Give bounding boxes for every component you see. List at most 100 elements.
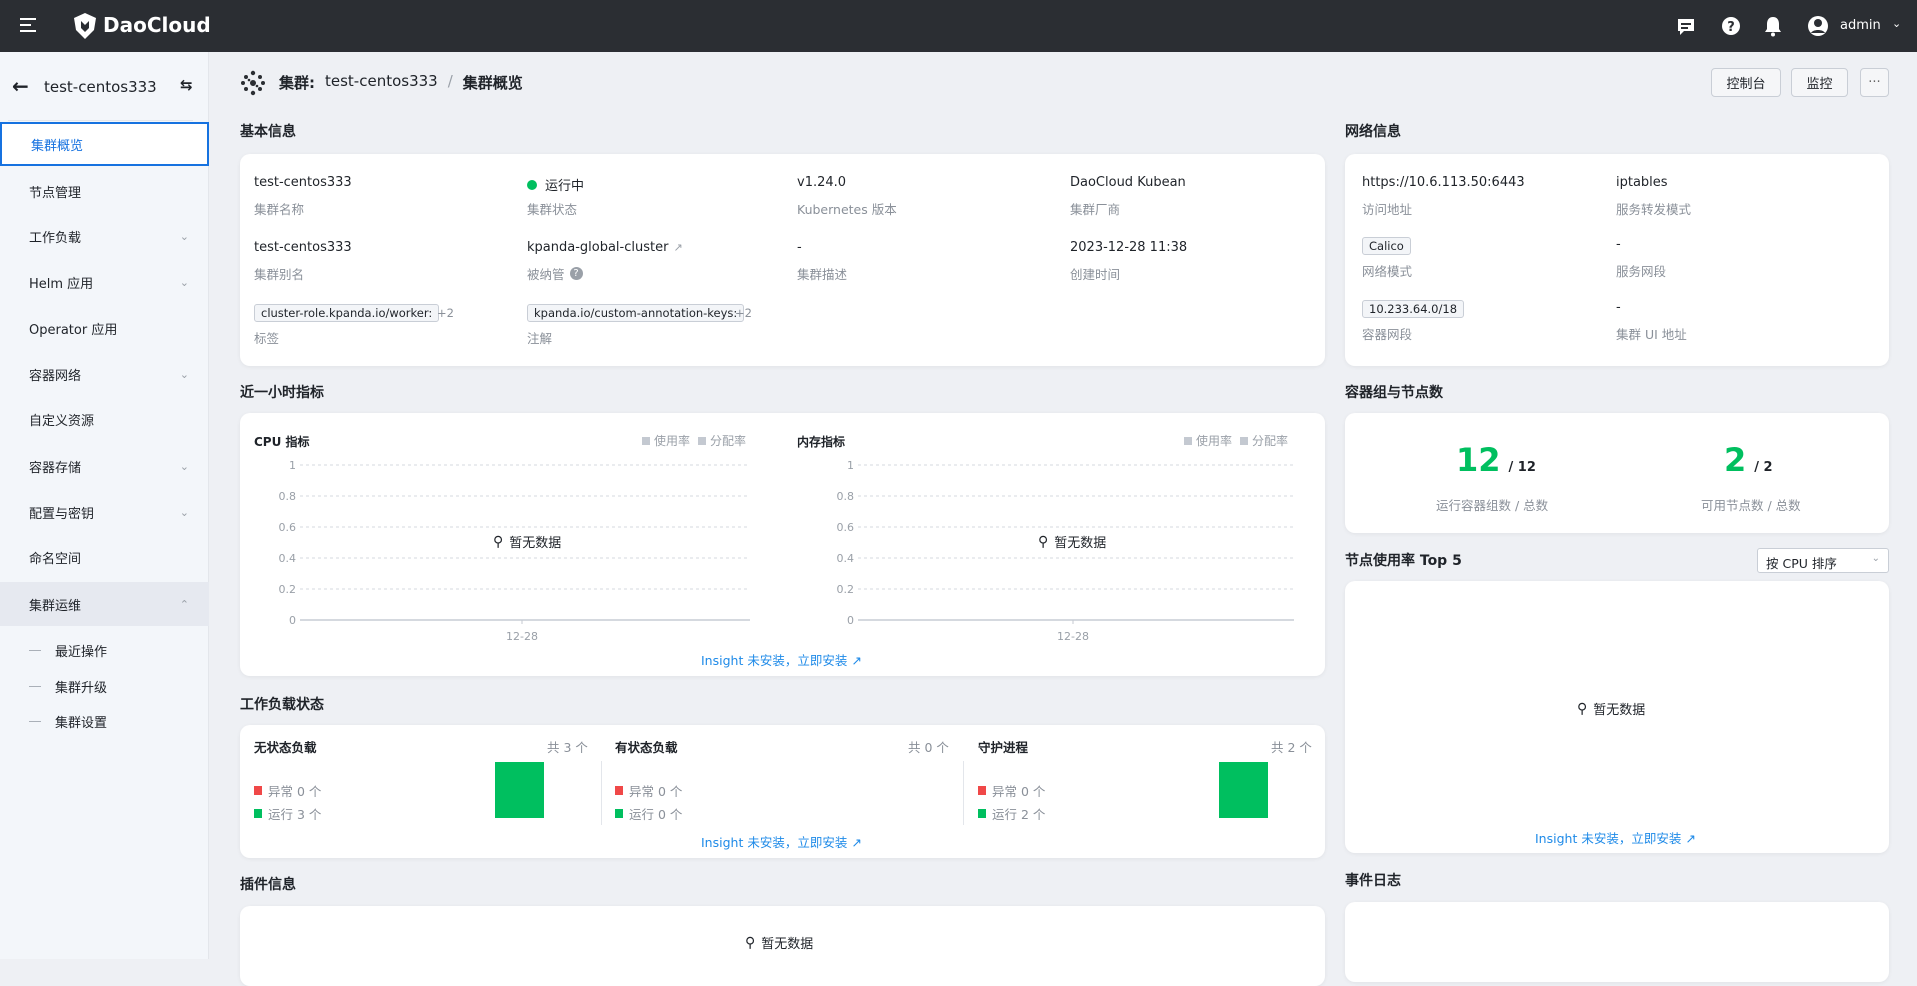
search-icon: ⚲	[1038, 533, 1049, 550]
workload-total: 共 2 个	[1271, 740, 1312, 755]
sidebar-item-namespaces[interactable]: 命名空间	[0, 535, 209, 579]
k8s-version-label: Kubernetes 版本	[797, 202, 897, 217]
access-address-label: 访问地址	[1362, 202, 1413, 217]
breadcrumb-cluster-link[interactable]: test-centos333	[325, 72, 438, 90]
sidebar-item-operator[interactable]: Operator 应用	[0, 306, 209, 350]
legend-allocation[interactable]: 分配率	[1240, 432, 1288, 449]
chevron-down-icon[interactable]: ⌄	[1892, 17, 1902, 30]
search-icon: ⚲	[745, 934, 756, 951]
workload-type-title: 有状态负载	[615, 740, 678, 755]
labels-more[interactable]: +2	[437, 306, 454, 320]
cluster-ui-label: 集群 UI 地址	[1616, 327, 1687, 342]
proxy-mode-label: 服务转发模式	[1616, 202, 1692, 217]
legend-usage[interactable]: 使用率	[1184, 432, 1232, 449]
section-title: 节点使用率 Top 5	[1345, 553, 1462, 569]
workload-error-count: 异常 0 个	[615, 781, 682, 800]
label-tag: cluster-role.kpanda.io/worker:	[254, 304, 440, 322]
section-title: 容器组与节点数	[1345, 385, 1443, 401]
managed-by-label: 被纳管	[527, 267, 565, 282]
sidebar-item-label: 自定义资源	[29, 413, 95, 429]
annotations-label: 注解	[527, 331, 553, 346]
workload-error-count: 异常 0 个	[254, 781, 321, 800]
workload-running-bar	[1219, 762, 1268, 818]
workload-running-count: 运行 2 个	[978, 804, 1045, 823]
user-name[interactable]: admin	[1840, 18, 1881, 33]
sidebar-subitem-recent-ops[interactable]: 最近操作	[29, 641, 107, 660]
plugins-empty-state: ⚲ 暂无数据	[745, 934, 814, 953]
more-button[interactable]: ···	[1860, 68, 1889, 97]
divider	[8, 120, 193, 121]
back-arrow-icon[interactable]: ←	[12, 74, 29, 98]
y-tick-label: 0	[847, 614, 854, 627]
chevron-down-icon: ⌄	[179, 229, 189, 243]
alias-label: 集群别名	[254, 267, 305, 282]
console-button[interactable]: 控制台	[1711, 68, 1781, 97]
sidebar-item-crd[interactable]: 自定义资源	[0, 397, 209, 441]
network-mode-label: 网络模式	[1362, 264, 1413, 279]
y-tick-label: 0	[289, 614, 296, 627]
legend-usage[interactable]: 使用率	[642, 432, 690, 449]
y-tick-label: 0.4	[837, 552, 855, 565]
avatar-icon[interactable]	[1807, 14, 1829, 38]
switch-cluster-icon[interactable]: ⇆	[180, 76, 193, 94]
external-link-icon: ↗	[851, 835, 862, 850]
search-icon: ⚲	[493, 533, 504, 550]
external-link-icon: ↗	[1685, 831, 1696, 846]
cluster-name-label: 集群名称	[254, 202, 305, 217]
memory-legend: 使用率 分配率	[1184, 432, 1288, 449]
description-value: -	[797, 240, 802, 255]
legend-allocation[interactable]: 分配率	[698, 432, 746, 449]
install-insight-link[interactable]: Insight 未安装，立即安装 ↗	[1535, 831, 1696, 846]
sidebar-item-cluster-overview[interactable]: 集群概览	[0, 122, 209, 166]
sidebar-item-network[interactable]: 容器网络 ⌄	[0, 352, 209, 396]
daocloud-logo-icon	[74, 13, 96, 39]
chevron-down-icon: ⌄	[1871, 553, 1880, 564]
workload-total: 共 0 个	[908, 740, 949, 755]
help-icon[interactable]: ?	[569, 267, 583, 280]
sidebar-item-config[interactable]: 配置与密钥 ⌄	[0, 490, 209, 534]
managed-by-label-row: 被纳管?	[527, 264, 583, 283]
sort-select[interactable]: 按 CPU 排序 ⌄	[1757, 548, 1889, 573]
install-insight-link[interactable]: Insight 未安装，立即安装 ↗	[701, 835, 862, 850]
sidebar-subitem-upgrade[interactable]: 集群升级	[29, 677, 107, 696]
pod-count: 12/ 12	[1456, 441, 1536, 479]
cluster-status: 运行中	[527, 175, 584, 194]
sidebar-item-nodes[interactable]: 节点管理	[0, 169, 209, 213]
sidebar-item-storage[interactable]: 容器存储 ⌄	[0, 444, 209, 488]
message-icon[interactable]	[1676, 17, 1696, 37]
x-tick-label: 12-28	[1057, 630, 1089, 643]
breadcrumb-current: 集群概览	[462, 74, 523, 92]
workload-type-title: 守护进程	[978, 740, 1029, 755]
cpu-legend: 使用率 分配率	[642, 432, 746, 449]
y-tick-label: 0.2	[279, 583, 297, 596]
sidebar-subitem-settings[interactable]: 集群设置	[29, 712, 107, 731]
basic-info-card: test-centos333 集群名称 运行中 集群状态 v1.24.0 Kub…	[240, 154, 1325, 366]
sidebar-item-cluster-ops[interactable]: 集群运维 ⌃	[0, 582, 209, 626]
pod-count-label: 运行容器组数 / 总数	[1436, 498, 1549, 513]
brand-name[interactable]: DaoCloud	[103, 13, 211, 37]
workload-type-title: 无状态负载	[254, 740, 317, 755]
chevron-down-icon: ⌄	[179, 275, 189, 289]
menu-icon[interactable]	[20, 18, 36, 32]
cluster-name-value: test-centos333	[254, 175, 352, 190]
help-icon[interactable]: ?	[1721, 16, 1741, 36]
events-card	[1345, 902, 1889, 982]
managed-by-value: kpanda-global-cluster	[527, 240, 669, 255]
dash-icon	[29, 686, 41, 687]
monitor-button[interactable]: 监控	[1791, 68, 1848, 97]
sidebar-item-label: 最近操作	[55, 645, 108, 660]
sidebar-item-workloads[interactable]: 工作负载 ⌄	[0, 214, 209, 258]
managed-by-link[interactable]: kpanda-global-cluster ↗	[527, 240, 683, 255]
cpu-chart-title: CPU 指标	[254, 435, 310, 449]
section-title: 事件日志	[1345, 873, 1401, 889]
workload-error-count: 异常 0 个	[978, 781, 1045, 800]
workload-running-count: 运行 0 个	[615, 804, 682, 823]
pod-cidr-tag: 10.233.64.0/18	[1362, 300, 1465, 318]
bell-icon[interactable]	[1764, 15, 1782, 37]
y-tick-label: 0.4	[279, 552, 297, 565]
install-insight-link[interactable]: Insight 未安装，立即安装 ↗	[701, 653, 862, 668]
workload-card: 无状态负载 共 3 个异常 0 个运行 3 个 有状态负载 共 0 个异常 0 个运行…	[240, 725, 1325, 858]
sidebar-item-helm[interactable]: Helm 应用 ⌄	[0, 260, 209, 304]
annotations-more[interactable]: +2	[735, 306, 752, 320]
svg-text:?: ?	[1727, 20, 1735, 35]
